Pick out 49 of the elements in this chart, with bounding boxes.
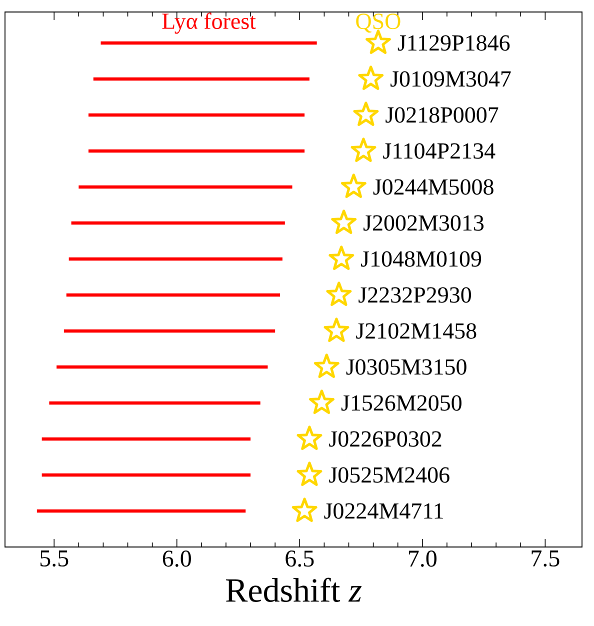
bar bbox=[49, 401, 260, 405]
point bbox=[292, 498, 318, 522]
y-tick-label: J0244M5008 bbox=[373, 179, 494, 195]
x-tick-label: 6.5 bbox=[286, 550, 314, 567]
bar bbox=[68, 257, 282, 261]
point bbox=[340, 174, 366, 198]
point bbox=[314, 354, 340, 378]
x-axis-title: Redshift z bbox=[226, 578, 362, 602]
point bbox=[331, 210, 357, 234]
bar bbox=[42, 437, 251, 441]
bar bbox=[71, 221, 285, 225]
bar bbox=[100, 41, 317, 45]
y-tick-label: J0305M3150 bbox=[346, 359, 466, 375]
bar bbox=[66, 293, 280, 297]
x-tick-label: 7.0 bbox=[408, 550, 436, 567]
y-tick-label: J1526M2050 bbox=[341, 395, 462, 411]
y-tick-label: J2232P2930 bbox=[358, 287, 471, 303]
point bbox=[358, 66, 384, 90]
y-tick-label: J1104P2134 bbox=[383, 143, 496, 159]
y-tick-label: J0525M2406 bbox=[329, 467, 450, 483]
y-tick-label: J0226P0302 bbox=[329, 431, 442, 447]
bar bbox=[78, 185, 292, 189]
bar bbox=[56, 365, 268, 369]
y-tick-label: J2002M3013 bbox=[364, 215, 484, 231]
series-label: Lyα forest bbox=[162, 12, 256, 34]
bar bbox=[36, 509, 246, 513]
bar bbox=[93, 77, 310, 81]
x-tick-label: 6.0 bbox=[162, 550, 191, 567]
point bbox=[350, 138, 376, 162]
point bbox=[309, 390, 334, 414]
y-tick-label: J0109M3047 bbox=[390, 71, 511, 87]
point bbox=[328, 246, 354, 270]
bar bbox=[64, 329, 276, 333]
series-label: QSO bbox=[356, 14, 400, 33]
point bbox=[326, 282, 352, 306]
bar bbox=[88, 113, 305, 117]
bar bbox=[88, 149, 305, 153]
y-tick-label: J1129P1846 bbox=[398, 35, 510, 51]
point bbox=[296, 426, 322, 450]
point bbox=[353, 102, 379, 126]
y-tick-label: J0218P0007 bbox=[386, 107, 498, 123]
x-tick-label: 7.5 bbox=[532, 550, 560, 567]
x-tick-label: 5.5 bbox=[40, 550, 68, 567]
y-tick-label: J0224M4711 bbox=[324, 503, 443, 519]
point bbox=[296, 462, 322, 486]
bar bbox=[42, 473, 251, 477]
y-tick-label: J1048M0109 bbox=[361, 251, 482, 267]
y-tick-label: J2102M1458 bbox=[356, 323, 476, 339]
point bbox=[324, 318, 350, 342]
